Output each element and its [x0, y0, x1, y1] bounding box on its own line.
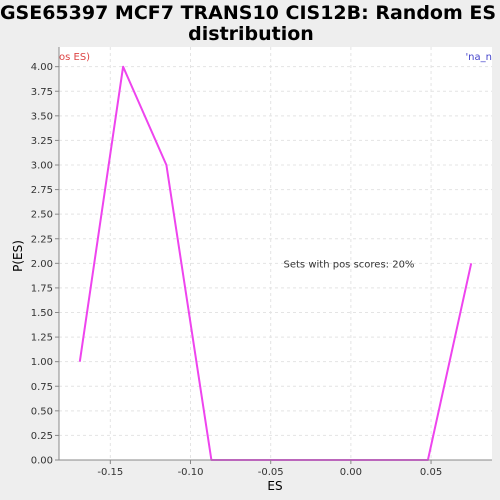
x-tick-label: -0.05: [258, 467, 284, 478]
y-ticks: 0.00 0.25 0.50 0.75 1.00 1.25 1.50 1.75 2.00 2.25…: [31, 62, 59, 467]
x-tick-label: 0.00: [340, 467, 362, 478]
plot-area: [59, 47, 492, 460]
x-axis-label: ES: [267, 479, 282, 493]
grid: [59, 47, 492, 461]
x-tick-label: 0.05: [420, 467, 442, 478]
y-tick-label: 1.00: [31, 357, 53, 368]
y-tick-label: 1.50: [31, 308, 53, 319]
y-tick-label: 0.00: [31, 456, 53, 467]
y-tick-label: 4.00: [31, 62, 53, 73]
y-tick-label: 3.50: [31, 111, 53, 122]
legend-left-text: os ES): [59, 52, 90, 63]
y-tick-label: 2.00: [31, 259, 53, 270]
y-tick-label: 1.25: [31, 333, 53, 344]
y-tick-label: 3.00: [31, 161, 53, 172]
chart-title-line2: distribution: [188, 23, 314, 45]
y-tick-label: 3.75: [31, 87, 53, 98]
y-tick-label: 0.75: [31, 382, 53, 393]
y-tick-label: 0.25: [31, 431, 53, 442]
y-axis-label: P(ES): [11, 240, 25, 272]
x-tick-label: -0.10: [178, 467, 204, 478]
y-tick-label: 2.75: [31, 185, 53, 196]
y-tick-label: 3.25: [31, 136, 53, 147]
chart-title-line1: GSE65397 MCF7 TRANS10 CIS12B: Random ES: [0, 2, 496, 24]
x-tick-label: -0.15: [97, 467, 123, 478]
y-tick-label: 1.75: [31, 283, 53, 294]
y-tick-label: 2.50: [31, 210, 53, 221]
annotation: Sets with pos scores: 20%: [284, 259, 415, 270]
y-tick-label: 2.25: [31, 234, 53, 245]
x-ticks: -0.15 -0.10 -0.05 0.00 0.05: [97, 460, 442, 478]
legend-right-text: 'na_n: [465, 52, 492, 63]
y-tick-label: 0.50: [31, 406, 53, 417]
